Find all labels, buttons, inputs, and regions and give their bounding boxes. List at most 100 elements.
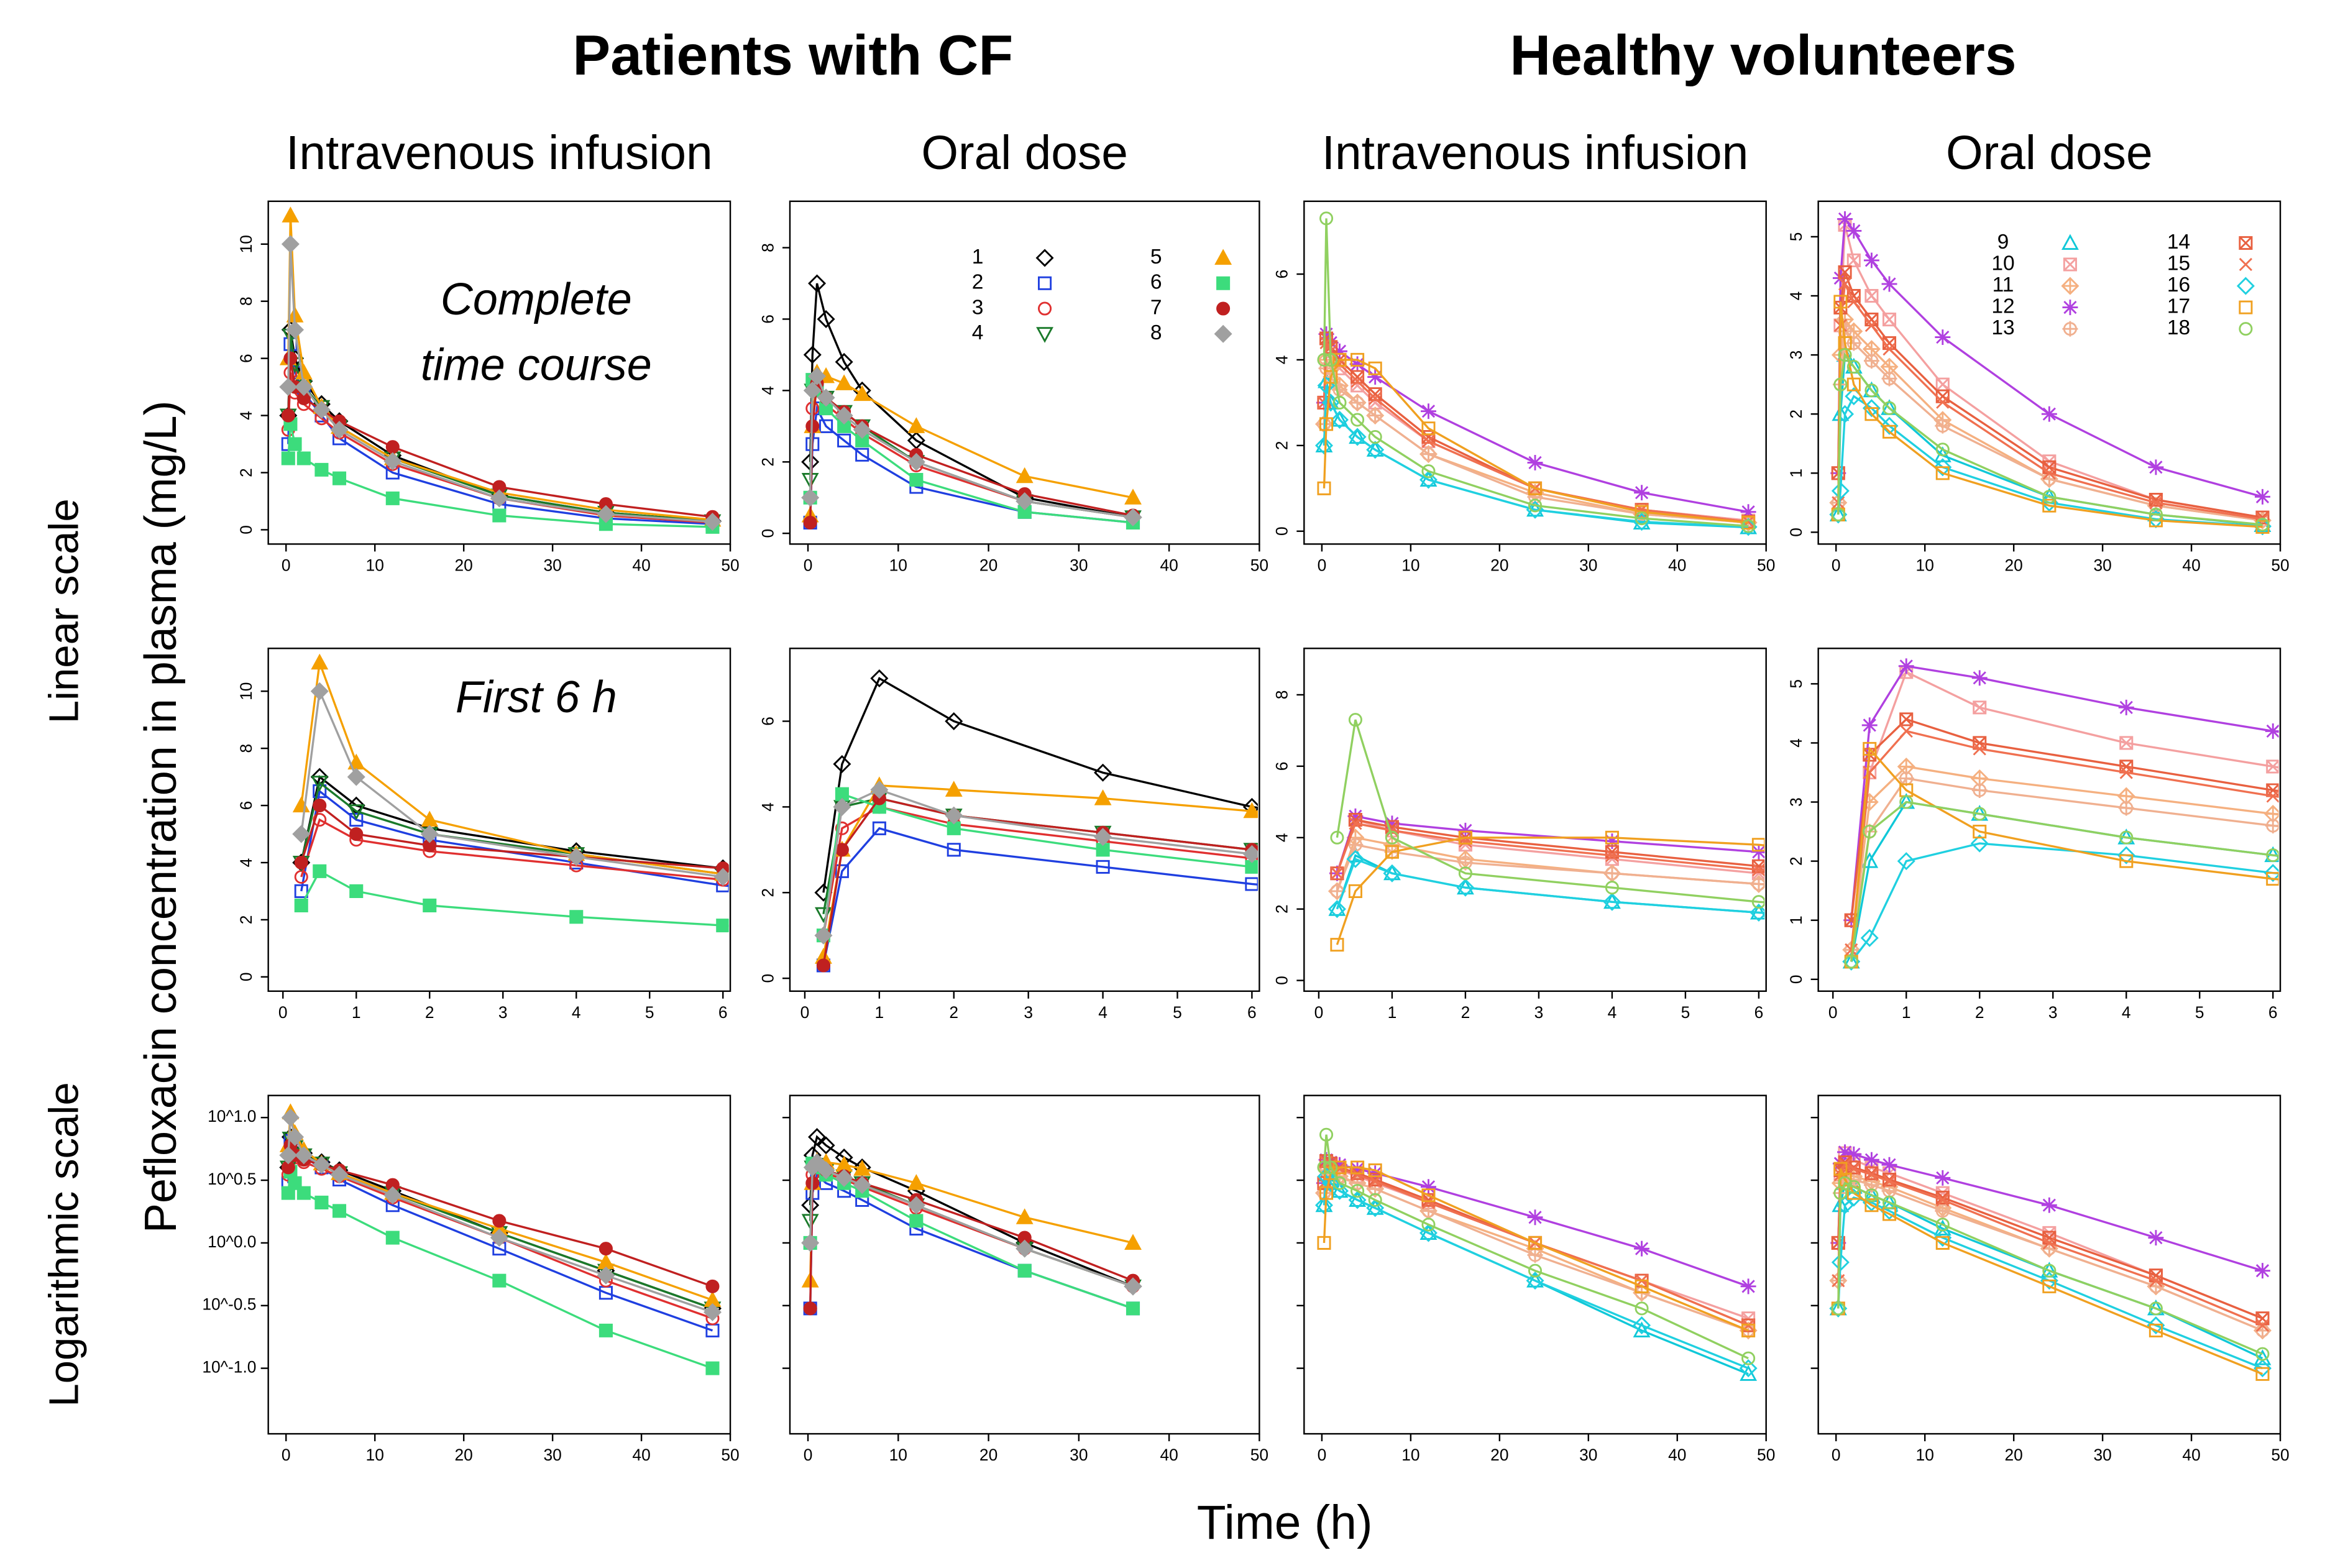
data-point (2042, 466, 2056, 480)
data-point (2253, 1359, 2272, 1378)
data-point (2036, 933, 2050, 946)
data-point (1898, 658, 1914, 674)
data-point (853, 1160, 871, 1176)
data-point (1157, 914, 1169, 925)
data-point (808, 367, 827, 385)
data-point (1332, 1160, 1347, 1175)
data-point (1899, 724, 1913, 738)
legend-label: 1 (972, 245, 984, 268)
panel-frame (789, 200, 1260, 545)
legend-label: 3 (972, 296, 984, 319)
panel-frame (1303, 648, 1767, 993)
series-line (1323, 1134, 1749, 1360)
data-point (1633, 1316, 1651, 1335)
y-tick-label: 2 (237, 915, 255, 925)
x-tick-label: 10 (366, 556, 384, 574)
series-line (287, 1117, 713, 1313)
series-line (1323, 1168, 1749, 1332)
x-tick-label: 0 (278, 1003, 288, 1022)
data-point (1421, 434, 1436, 448)
data-point (1603, 892, 1621, 911)
data-point (492, 1273, 507, 1288)
group-title: Patients with CF (572, 24, 1013, 87)
data-point (817, 388, 835, 407)
data-point (1528, 1263, 1543, 1278)
legend-marker (1214, 249, 1232, 265)
data-point (294, 884, 308, 898)
data-point (1634, 1240, 1650, 1257)
data-point (1935, 418, 1951, 434)
x-tick-label: 0 (1314, 1003, 1324, 1022)
data-point (1368, 1163, 1382, 1177)
data-point (1366, 1199, 1385, 1217)
data-point (2042, 1279, 2057, 1293)
y-tick-label: 8 (237, 296, 255, 306)
data-point (2266, 783, 2279, 797)
x-tick-label: 20 (455, 1446, 473, 1464)
data-point (835, 843, 849, 857)
data-point (1420, 446, 1436, 462)
data-point (2148, 1230, 2164, 1246)
series-line (300, 818, 729, 881)
data-point (805, 401, 820, 416)
data-point (1245, 877, 1258, 891)
data-point (1155, 895, 1171, 910)
data-point (1846, 222, 1862, 239)
y-tick-label: 5 (1787, 679, 1805, 689)
x-tick-label: 5 (1173, 1003, 1182, 1022)
legend-label: 14 (2167, 231, 2190, 254)
panel-title: Oral dose (921, 127, 1128, 180)
data-point (2118, 800, 2134, 816)
data-point (1933, 458, 1952, 477)
data-point (907, 1196, 925, 1214)
legend-label: 16 (2167, 273, 2190, 296)
x-tick-label: 1 (1902, 1003, 1911, 1022)
data-point (1156, 898, 1170, 911)
data-point (1016, 1208, 1034, 1224)
data-point (296, 451, 311, 465)
data-point (1846, 253, 1861, 267)
data-point (2193, 925, 2204, 937)
data-point (1347, 808, 1364, 824)
series-line (1837, 1196, 2263, 1370)
legend-marker (2061, 277, 2080, 295)
data-point (1243, 802, 1258, 818)
data-point (1349, 428, 1367, 444)
data-point (1751, 844, 1765, 860)
data-point (2191, 873, 2206, 888)
data-point (2255, 488, 2270, 505)
series-line (1850, 842, 2279, 963)
data-point (1331, 410, 1349, 427)
data-point (1385, 845, 1399, 859)
x-tick-label: 3 (2048, 1003, 2058, 1022)
y-tick-label: 10^-0.5 (202, 1295, 256, 1314)
data-point (286, 1127, 305, 1146)
data-point (1831, 1253, 1850, 1272)
data-point (870, 781, 889, 799)
data-point (835, 864, 849, 878)
data-point (1831, 482, 1850, 500)
data-point (1096, 860, 1110, 874)
series-line (1323, 359, 1749, 524)
data-point (1882, 342, 1896, 356)
data-point (1351, 1160, 1365, 1175)
x-axis-label: Time (h) (1197, 1497, 1373, 1549)
data-point (2266, 848, 2279, 863)
data-point (803, 515, 817, 530)
data-point (2040, 1272, 2058, 1290)
series-line (809, 283, 1134, 518)
data-point (286, 321, 305, 339)
x-tick-label: 40 (1668, 1446, 1686, 1464)
x-tick-label: 6 (718, 1003, 728, 1022)
row-label: Linear scale (41, 498, 88, 723)
legend-label: 10 (1991, 252, 2014, 275)
series-line (822, 827, 1258, 966)
legend-label: 9 (1997, 231, 2009, 254)
x-tick-label: 4 (1608, 1003, 1617, 1022)
data-point (2042, 490, 2057, 504)
data-point (1933, 1219, 1951, 1236)
panel-frame (267, 1094, 731, 1435)
data-point (945, 712, 963, 730)
x-tick-label: 4 (2122, 1003, 2131, 1022)
data-point (1837, 211, 1853, 227)
